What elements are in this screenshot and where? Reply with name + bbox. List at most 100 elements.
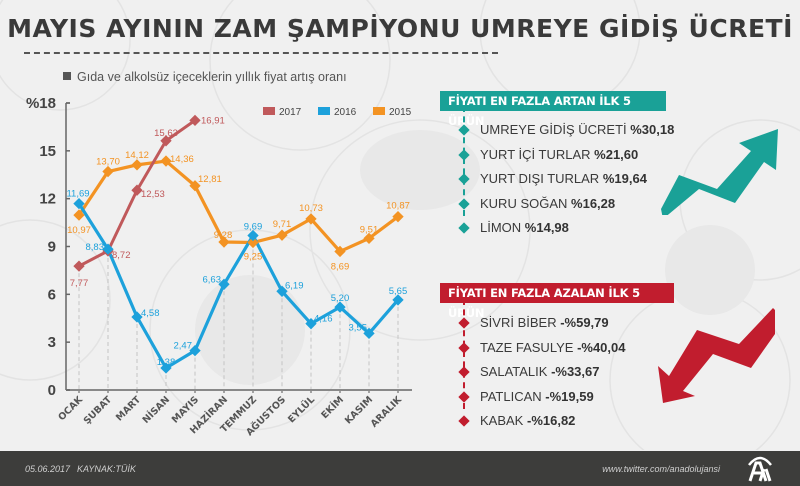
list-item: PATLICAN -%19,59 (458, 385, 625, 410)
subtitle-text: Gıda ve alkolsüz içeceklerin yıllık fiya… (77, 70, 347, 84)
data-label: 4,58 (141, 308, 160, 319)
data-label: 2,47 (174, 341, 193, 352)
page-title: MAYIS AYININ ZAM ŞAMPİYONU UMREYE GİDİŞ … (7, 14, 793, 43)
list-item: LİMON %14,98 (458, 216, 674, 241)
data-point (392, 211, 404, 223)
diamond-bullet-icon (458, 415, 470, 427)
twitter-link[interactable]: www.twitter.com/anadolujansi (602, 464, 720, 474)
data-point (334, 245, 346, 258)
legend-square-icon (63, 72, 71, 80)
y-tick-label: 3 (48, 334, 56, 351)
item-name: PATLICAN (480, 388, 542, 404)
data-label: 9,71 (273, 219, 292, 230)
item-name: SİVRİ BİBER (480, 315, 557, 330)
data-point (247, 236, 259, 249)
list-item: UMREYE GİDİŞ ÜCRETİ %30,18 (458, 118, 675, 143)
legend-swatch (263, 107, 275, 115)
data-label: 8,83 (86, 242, 105, 253)
data-label: 16,91 (201, 115, 225, 126)
list-item: TAZE FASULYE -%40,04 (458, 336, 626, 361)
footer-bar: 05.06.2017 KAYNAK:TÜİK www.twitter.com/a… (0, 451, 800, 486)
item-value: -%59,79 (560, 315, 609, 330)
data-label: 8,69 (331, 261, 350, 272)
data-label: 1,38 (157, 357, 176, 368)
legend-swatch (373, 107, 385, 115)
data-point (218, 278, 230, 290)
data-label: 9,51 (360, 224, 379, 235)
data-label: 4,16 (314, 314, 333, 325)
diamond-bullet-icon (458, 173, 470, 185)
data-label: 3,55 (349, 322, 368, 333)
anadolu-agency-logo-icon (748, 456, 772, 482)
item-value: %14,98 (524, 220, 569, 235)
item-value: -%16,82 (526, 413, 576, 428)
diamond-bullet-icon (458, 341, 470, 354)
decrease-list: SİVRİ BİBER -%59,79 TAZE FASULYE -%40,04 S… (458, 299, 626, 434)
footer-date: 05.06.2017 (25, 464, 71, 474)
data-label: 10,97 (67, 225, 91, 236)
increase-panel-title: FİYATI EN FAZLA ARTAN İLK 5 ÜRÜN (440, 91, 666, 128)
item-name: LİMON (480, 220, 522, 235)
x-tick-label: MART (114, 394, 143, 423)
diamond-bullet-icon (458, 317, 470, 329)
data-label: 10,87 (386, 201, 410, 212)
legend-label: 2017 (279, 107, 302, 118)
decrease-panel-title: FİYATI EN FAZLA AZALAN İLK 5 ÜRÜN (440, 283, 674, 320)
list-item: YURT İÇİ TURLAR %21,60 (458, 143, 674, 168)
x-tick-label: EYLÜL (286, 394, 317, 425)
data-point (73, 260, 85, 272)
item-value: -%19,59 (545, 388, 594, 404)
diamond-bullet-icon (458, 148, 470, 161)
legend-label: 2016 (334, 107, 357, 118)
data-label: 9,69 (244, 221, 263, 232)
data-point (189, 180, 201, 192)
item-value: %30,18 (630, 122, 675, 137)
data-label: 12,81 (198, 174, 222, 185)
x-tick-label: ARALIK (369, 394, 405, 430)
item-value: -%40,04 (577, 339, 626, 355)
data-label: 6,19 (285, 280, 304, 291)
data-label: 14,12 (125, 150, 149, 161)
chart-subtitle: Gıda ve alkolsüz içeceklerin yıllık fiya… (63, 70, 347, 84)
y-tick-label: 12 (39, 191, 56, 208)
list-item: SİVRİ BİBER -%59,79 (458, 311, 625, 336)
item-name: YURT İÇİ TURLAR (480, 146, 591, 162)
data-point (305, 318, 317, 330)
data-point (276, 229, 288, 241)
data-label: 15,63 (154, 128, 178, 139)
data-label: 6,63 (203, 274, 222, 285)
data-point (160, 362, 172, 374)
decrease-connector-line (463, 299, 465, 409)
data-label: 5,20 (331, 293, 350, 304)
data-label: 14,36 (170, 154, 194, 165)
item-name: TAZE FASULYE (480, 339, 574, 355)
diamond-bullet-icon (458, 390, 470, 403)
data-point (131, 311, 143, 323)
x-tick-label: EKİM (319, 394, 346, 421)
data-label: 7,77 (70, 278, 89, 289)
data-label: 9,28 (214, 230, 233, 241)
diamond-bullet-icon (458, 197, 470, 210)
data-label: 9,25 (244, 252, 263, 263)
list-item: YURT DIŞI TURLAR %19,64 (458, 167, 674, 192)
background-fruit-pattern (0, 0, 800, 450)
item-name: YURT DIŞI TURLAR (480, 171, 600, 186)
item-value: %21,60 (594, 146, 639, 162)
list-item: KURU SOĞAN %16,28 (458, 192, 674, 217)
x-tick-label: NİSAN (141, 394, 173, 426)
diamond-bullet-icon (458, 366, 470, 378)
data-point (189, 344, 201, 357)
trend-up-arrow-icon (661, 129, 778, 215)
increase-list: UMREYE GİDİŞ ÜCRETİ %30,18 YURT İÇİ TURLA… (458, 106, 675, 241)
series-line-2016 (77, 202, 400, 370)
y-tick-label: %18 (26, 95, 56, 112)
data-point (160, 135, 172, 147)
list-item: SALATALIK -%33,67 (458, 360, 625, 385)
data-point (305, 213, 317, 225)
item-name: SALATALIK (480, 364, 548, 379)
item-name: KABAK (480, 413, 524, 428)
data-label: 10,73 (299, 203, 323, 214)
footer-source: KAYNAK:TÜİK (77, 464, 136, 474)
data-point (334, 301, 346, 313)
